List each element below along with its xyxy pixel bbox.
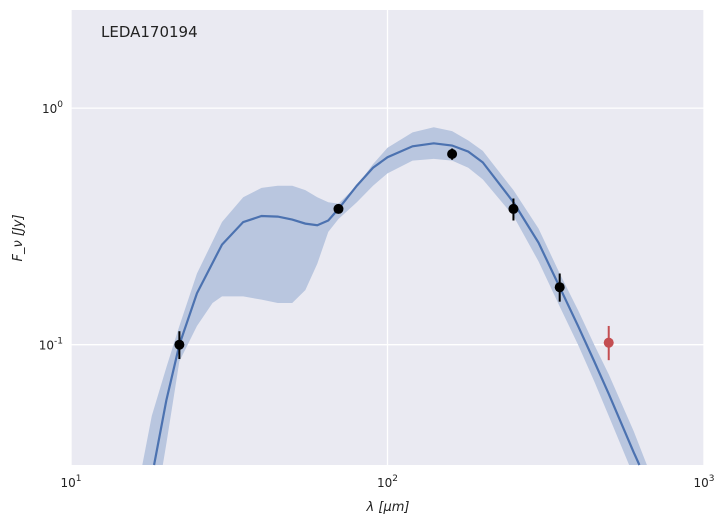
y-tick-labels: 10-1 100 bbox=[39, 100, 64, 353]
data-points bbox=[174, 149, 614, 350]
uncertainty-band bbox=[142, 127, 647, 466]
model-curve bbox=[152, 142, 641, 466]
y-axis-label: F_ν [Jy] bbox=[11, 214, 26, 261]
data-point bbox=[174, 339, 185, 350]
data-point bbox=[508, 203, 519, 214]
y-tick-label: 10-1 bbox=[39, 337, 63, 353]
x-tick-label: 101 bbox=[60, 474, 81, 490]
x-tick-labels: 101 102 103 bbox=[60, 474, 714, 490]
upper-limit-point bbox=[603, 337, 614, 348]
data-point bbox=[447, 149, 458, 160]
chart-title: LEDA170194 bbox=[101, 23, 198, 41]
x-axis-label: λ [μm] bbox=[366, 500, 410, 515]
data-point bbox=[333, 203, 344, 214]
data-point bbox=[554, 282, 565, 293]
x-tick-label: 103 bbox=[693, 474, 714, 490]
x-tick-label: 102 bbox=[377, 474, 398, 490]
y-tick-label: 100 bbox=[42, 100, 63, 116]
